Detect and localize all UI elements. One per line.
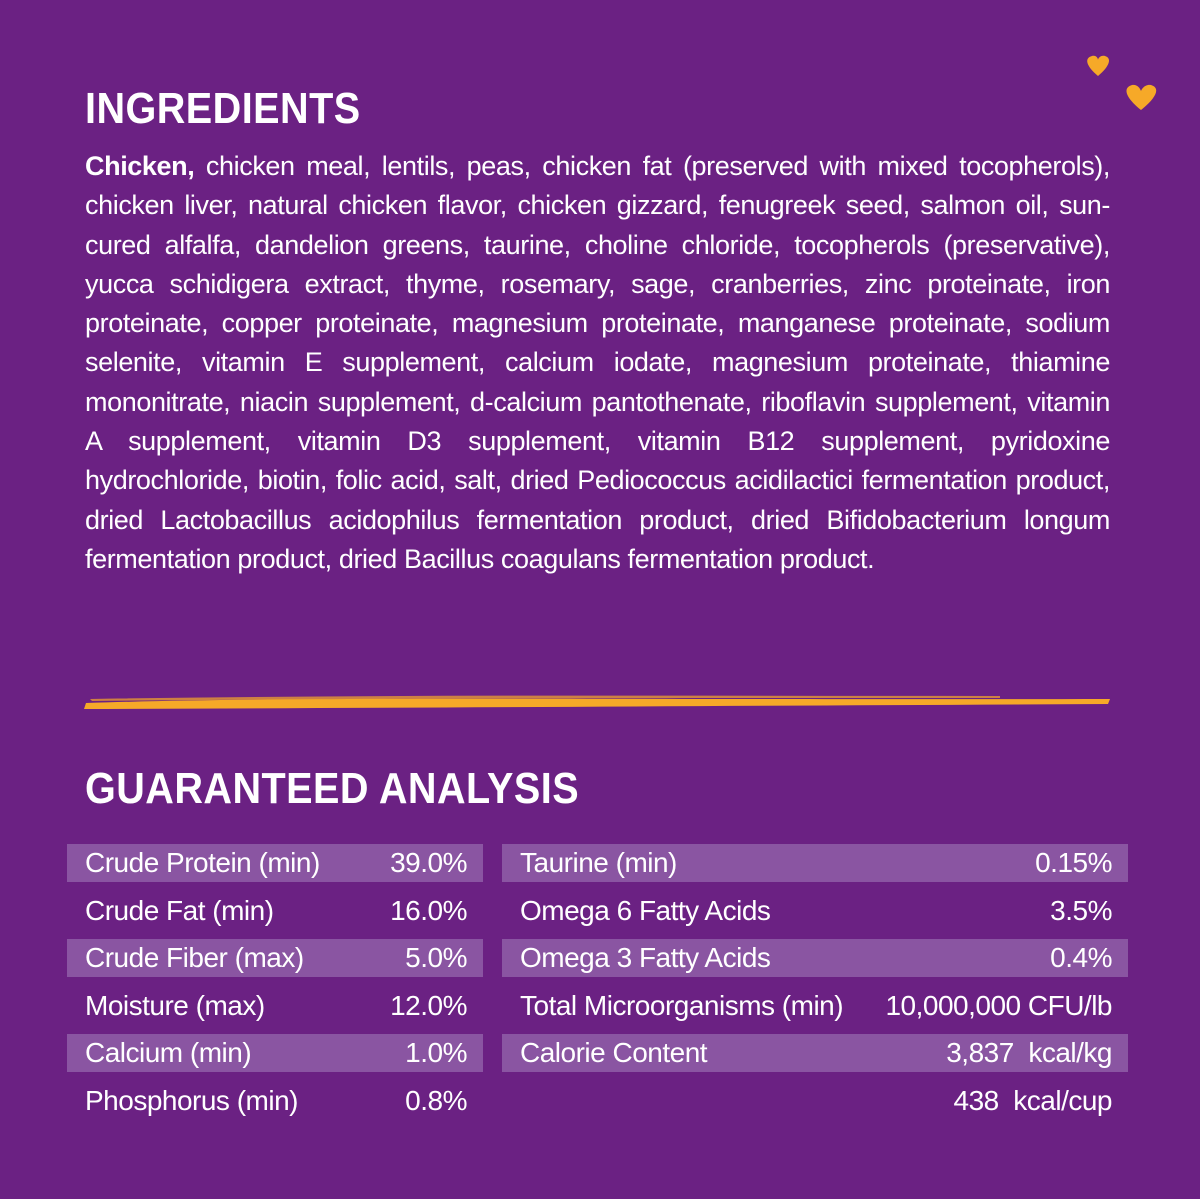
nutrient-value: 10,000,000 CFU/lb	[885, 989, 1112, 1021]
nutrient-label: Crude Fat (min)	[85, 894, 274, 926]
nutrient-label: Phosphorus (min)	[85, 1084, 298, 1116]
nutrient-value: 16.0%	[390, 894, 467, 926]
nutrient-label: Taurine (min)	[520, 847, 677, 878]
nutrient-value: 1.0%	[405, 1037, 467, 1068]
nutrient-label: Crude Fiber (max)	[85, 942, 304, 973]
ingredient-lead: Chicken,	[85, 151, 195, 181]
analysis-row: Total Microorganisms (min) 10,000,000 CFU…	[502, 987, 1128, 1025]
analysis-row: Crude Fat (min) 16.0%	[67, 892, 483, 930]
analysis-row: Moisture (max) 12.0%	[67, 987, 483, 1025]
nutrient-value: 39.0%	[390, 847, 467, 878]
heart	[1126, 84, 1157, 110]
analysis-table: Taurine (min) 0.15% Omega 6 Fatty Acids 3.5…	[502, 844, 1128, 1129]
nutrient-value: 3.5%	[1050, 894, 1112, 926]
nutrient-label: Crude Protein (min)	[85, 847, 320, 878]
analysis-row: 438 kcal/cup	[502, 1082, 1128, 1120]
analysis-row: Omega 6 Fatty Acids 3.5%	[502, 892, 1128, 930]
nutrient-value: 0.8%	[405, 1084, 467, 1116]
analysis-table: Crude Protein (min) 39.0% Crude Fat (min) 1…	[67, 844, 483, 1129]
nutrient-value: 438 kcal/cup	[953, 1084, 1113, 1116]
nutrient-label: Total Microorganisms (min)	[520, 989, 844, 1021]
analysis-row: Taurine (min) 0.15%	[502, 844, 1128, 882]
analysis-row: Omega 3 Fatty Acids 0.4%	[502, 939, 1128, 977]
ingredient-list: chicken meal, lentils, peas, chicken fat…	[85, 151, 1110, 574]
section-title: INGREDIENTS	[85, 84, 361, 133]
nutrient-label: Calcium (min)	[85, 1037, 252, 1068]
analysis-row: Phosphorus (min) 0.8%	[67, 1082, 483, 1120]
nutrient-value: 3,837 kcal/kg	[946, 1037, 1112, 1068]
heart	[1087, 55, 1110, 76]
nutrient-value: 12.0%	[390, 989, 467, 1021]
nutrient-label: Omega 3 Fatty Acids	[520, 942, 771, 973]
nutrient-label: Omega 6 Fatty Acids	[520, 894, 771, 926]
analysis-row: Crude Protein (min) 39.0%	[67, 844, 483, 882]
ingredients-text: Chicken, chicken meal, lentils, peas, ch…	[85, 147, 1110, 579]
nutrient-value: 0.15%	[1035, 847, 1112, 878]
section-title: GUARANTEED ANALYSIS	[85, 764, 580, 813]
nutrient-label: Moisture (max)	[85, 989, 265, 1021]
analysis-row: Calorie Content 3,837 kcal/kg	[502, 1034, 1128, 1072]
analysis-row: Calcium (min) 1.0%	[67, 1034, 483, 1072]
nutrient-value: 5.0%	[405, 942, 467, 973]
divider-stroke	[90, 695, 1000, 701]
divider-stroke	[84, 698, 1110, 709]
nutrient-label: Calorie Content	[520, 1037, 708, 1068]
nutrient-value: 0.4%	[1050, 942, 1112, 973]
analysis-row: Crude Fiber (max) 5.0%	[67, 939, 483, 977]
